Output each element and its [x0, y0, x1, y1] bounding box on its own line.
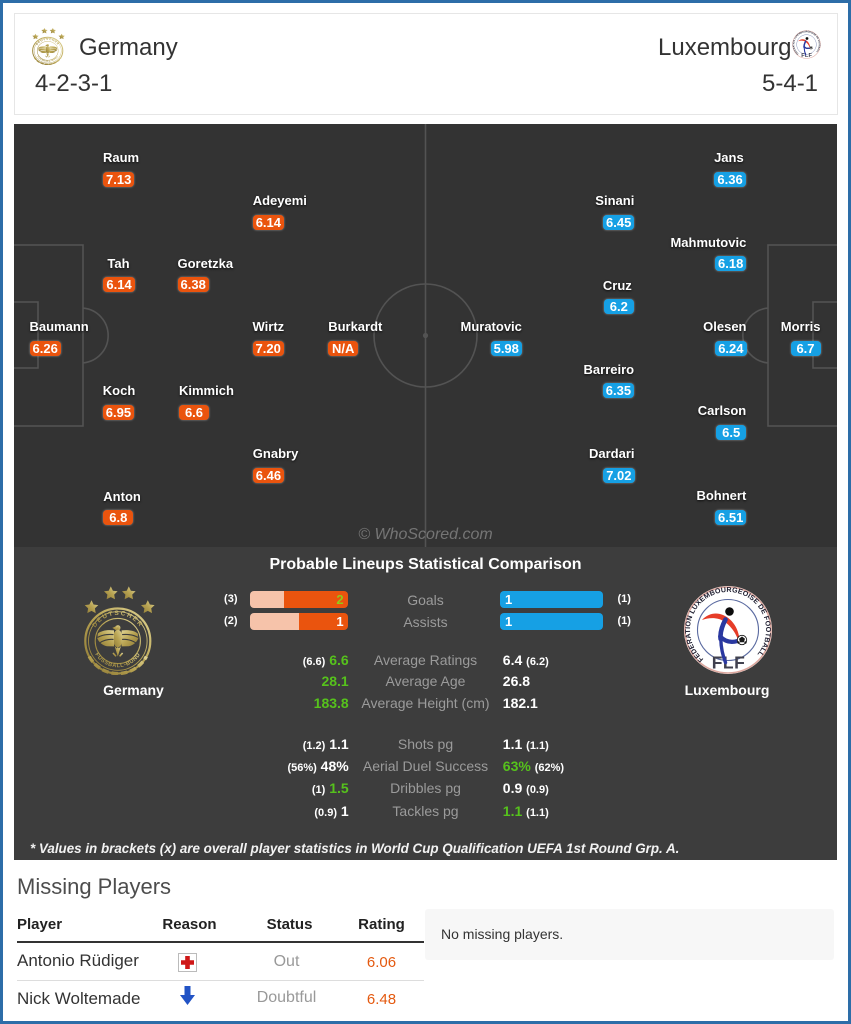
svg-text:FLF: FLF: [801, 53, 812, 59]
svg-text:FLF: FLF: [712, 653, 746, 673]
